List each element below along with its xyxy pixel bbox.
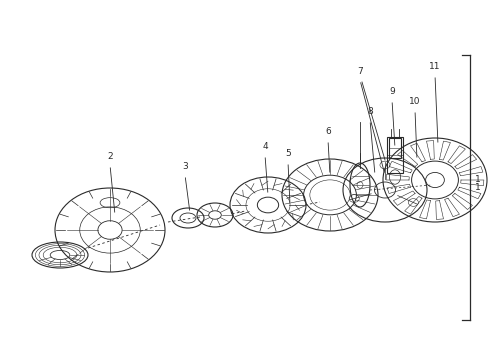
Text: 3: 3 bbox=[182, 162, 188, 171]
Text: 10: 10 bbox=[409, 97, 421, 106]
Text: 7: 7 bbox=[357, 67, 363, 76]
Text: 1: 1 bbox=[475, 175, 481, 184]
Text: 8: 8 bbox=[367, 107, 373, 116]
Text: 11: 11 bbox=[429, 62, 441, 71]
Text: 1: 1 bbox=[475, 183, 481, 192]
Text: 6: 6 bbox=[325, 127, 331, 136]
Text: 9: 9 bbox=[389, 87, 395, 96]
Text: 2: 2 bbox=[107, 152, 113, 161]
Text: 4: 4 bbox=[262, 142, 268, 151]
Text: 5: 5 bbox=[285, 149, 291, 158]
